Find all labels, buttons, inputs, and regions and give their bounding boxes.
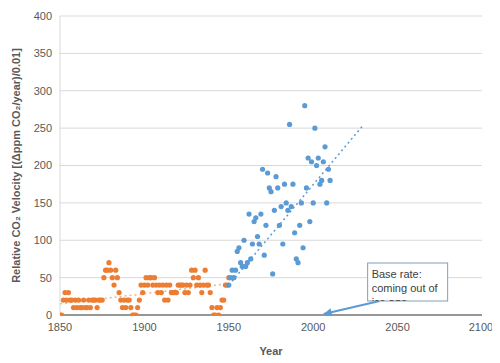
html-text:Base rate: coming out of ice a: Base rate: coming out of ice age. bbox=[371, 268, 438, 308]
svg-text:50: 50 bbox=[40, 272, 52, 284]
svg-text:400: 400 bbox=[34, 10, 52, 22]
svg-text:1850: 1850 bbox=[48, 321, 72, 333]
svg-text:250: 250 bbox=[34, 122, 52, 134]
svg-text:0: 0 bbox=[46, 309, 52, 321]
svg-text:Year: Year bbox=[259, 345, 283, 355]
svg-text:350: 350 bbox=[34, 47, 52, 59]
svg-text:2100: 2100 bbox=[469, 321, 492, 333]
svg-text:200: 200 bbox=[34, 159, 52, 171]
svg-text:1950: 1950 bbox=[217, 321, 241, 333]
svg-text:150: 150 bbox=[34, 197, 52, 209]
svg-text:1900: 1900 bbox=[132, 321, 156, 333]
svg-text:Relative CO₂ Velocity [(Δppm C: Relative CO₂ Velocity [(Δppm CO₂/year)/0… bbox=[10, 48, 22, 283]
svg-text:300: 300 bbox=[34, 85, 52, 97]
svg-text:2050: 2050 bbox=[385, 321, 409, 333]
svg-text:2000: 2000 bbox=[301, 321, 325, 333]
svg-text:100: 100 bbox=[34, 234, 52, 246]
